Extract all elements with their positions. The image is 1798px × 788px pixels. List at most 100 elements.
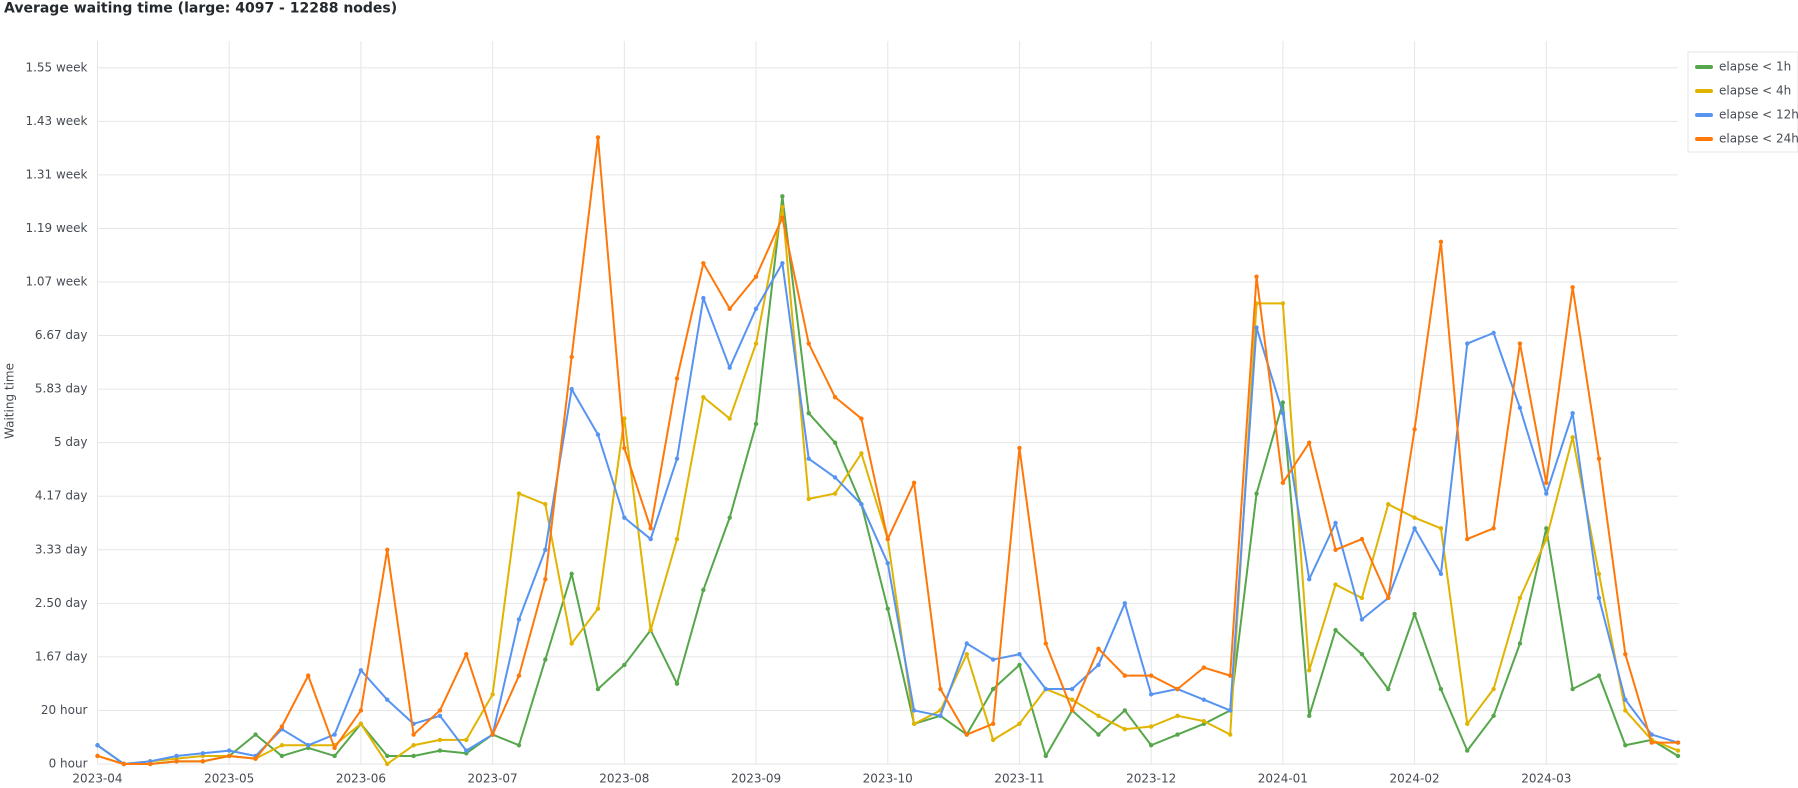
series-point bbox=[1069, 708, 1075, 713]
series-point bbox=[411, 753, 416, 759]
series-point bbox=[1386, 686, 1391, 692]
y-tick-label: 1.55 week bbox=[25, 60, 87, 74]
series-point bbox=[1412, 427, 1417, 432]
series-point bbox=[595, 686, 601, 692]
series-point bbox=[253, 756, 258, 761]
series-point bbox=[859, 502, 864, 507]
series-point bbox=[569, 386, 574, 392]
series-point bbox=[95, 753, 100, 759]
series-point bbox=[490, 732, 495, 737]
series-point bbox=[1623, 708, 1628, 713]
series-point bbox=[543, 657, 548, 662]
series-point bbox=[1517, 595, 1523, 601]
series-point bbox=[1623, 743, 1628, 748]
legend-label: elapse < 24h bbox=[1719, 132, 1798, 146]
series-point bbox=[385, 761, 390, 767]
y-tick-label: 1.43 week bbox=[25, 114, 87, 128]
series-point bbox=[1096, 713, 1101, 718]
series-point bbox=[516, 743, 522, 748]
series-point bbox=[1359, 617, 1365, 622]
series-point bbox=[1465, 721, 1470, 727]
series-point bbox=[753, 306, 759, 311]
legend-label: elapse < 12h bbox=[1719, 108, 1798, 122]
series-point bbox=[1675, 748, 1681, 753]
y-tick-label: 1.67 day bbox=[35, 649, 88, 663]
series-point bbox=[648, 526, 653, 531]
series-point bbox=[1148, 692, 1154, 697]
series-point bbox=[1491, 713, 1496, 718]
series-point bbox=[701, 587, 706, 593]
y-tick-label: 2.50 day bbox=[35, 596, 88, 610]
series-point bbox=[832, 491, 838, 496]
series-point bbox=[543, 547, 548, 552]
series-point bbox=[885, 560, 890, 566]
series-point bbox=[648, 536, 653, 542]
series-point bbox=[1096, 646, 1101, 652]
series-point bbox=[1043, 686, 1049, 692]
series-point bbox=[279, 753, 285, 759]
y-tick-label: 6.67 day bbox=[35, 328, 88, 342]
series-point bbox=[1359, 595, 1365, 601]
series-point bbox=[437, 713, 443, 718]
series-point bbox=[595, 606, 601, 611]
series-point bbox=[622, 416, 627, 421]
series-point bbox=[543, 577, 548, 582]
series-point bbox=[1280, 480, 1286, 486]
series-point bbox=[332, 732, 337, 737]
series-point bbox=[674, 376, 680, 381]
series-point bbox=[1333, 547, 1338, 552]
series-point bbox=[147, 761, 153, 767]
series-point bbox=[753, 274, 759, 279]
series-point bbox=[1201, 718, 1207, 724]
series-point bbox=[1412, 611, 1417, 617]
series-point bbox=[1175, 686, 1180, 692]
series-point bbox=[964, 652, 969, 657]
series-point bbox=[1307, 440, 1312, 445]
series-point bbox=[1596, 595, 1602, 601]
series-point bbox=[701, 295, 706, 301]
x-tick-label: 2023-11 bbox=[994, 772, 1044, 786]
series-point bbox=[727, 306, 732, 311]
y-axis-label: Waiting time bbox=[3, 363, 17, 439]
series-point bbox=[832, 440, 838, 445]
series-point bbox=[622, 445, 627, 451]
y-tick-label: 20 hour bbox=[41, 703, 88, 717]
series-point bbox=[753, 341, 759, 346]
x-tick-label: 2023-09 bbox=[731, 772, 781, 786]
series-point bbox=[279, 743, 285, 748]
y-tick-label: 1.19 week bbox=[25, 221, 87, 235]
series-point bbox=[1043, 753, 1049, 759]
series-point bbox=[1227, 673, 1233, 678]
series-point bbox=[780, 215, 785, 220]
y-tick-label: 1.07 week bbox=[25, 275, 87, 289]
series-point bbox=[1201, 665, 1207, 670]
series-point bbox=[701, 394, 706, 400]
series-point bbox=[1333, 582, 1338, 587]
series-point bbox=[1465, 536, 1470, 542]
series-point bbox=[1465, 341, 1470, 346]
series-point bbox=[1570, 285, 1575, 290]
series-point bbox=[437, 708, 443, 713]
y-tick-label: 5.83 day bbox=[35, 382, 88, 396]
series-point bbox=[753, 421, 759, 427]
series-point bbox=[1517, 641, 1523, 646]
series-point bbox=[859, 451, 864, 456]
series-point bbox=[674, 681, 680, 686]
series-point bbox=[780, 204, 785, 210]
series-point bbox=[1596, 571, 1602, 577]
series-point bbox=[543, 502, 548, 507]
series-point bbox=[1491, 330, 1496, 336]
series-point bbox=[727, 416, 732, 421]
x-tick-label: 2023-04 bbox=[72, 772, 122, 786]
series-point bbox=[1386, 502, 1391, 507]
x-tick-label: 2023-12 bbox=[1126, 772, 1176, 786]
series-point bbox=[938, 713, 943, 718]
series-point bbox=[885, 606, 890, 611]
series-point bbox=[1465, 748, 1470, 753]
series-point bbox=[990, 657, 996, 662]
series-point bbox=[1122, 726, 1128, 732]
series-point bbox=[1544, 526, 1549, 531]
series-point bbox=[1307, 668, 1312, 673]
series-point bbox=[306, 673, 311, 678]
